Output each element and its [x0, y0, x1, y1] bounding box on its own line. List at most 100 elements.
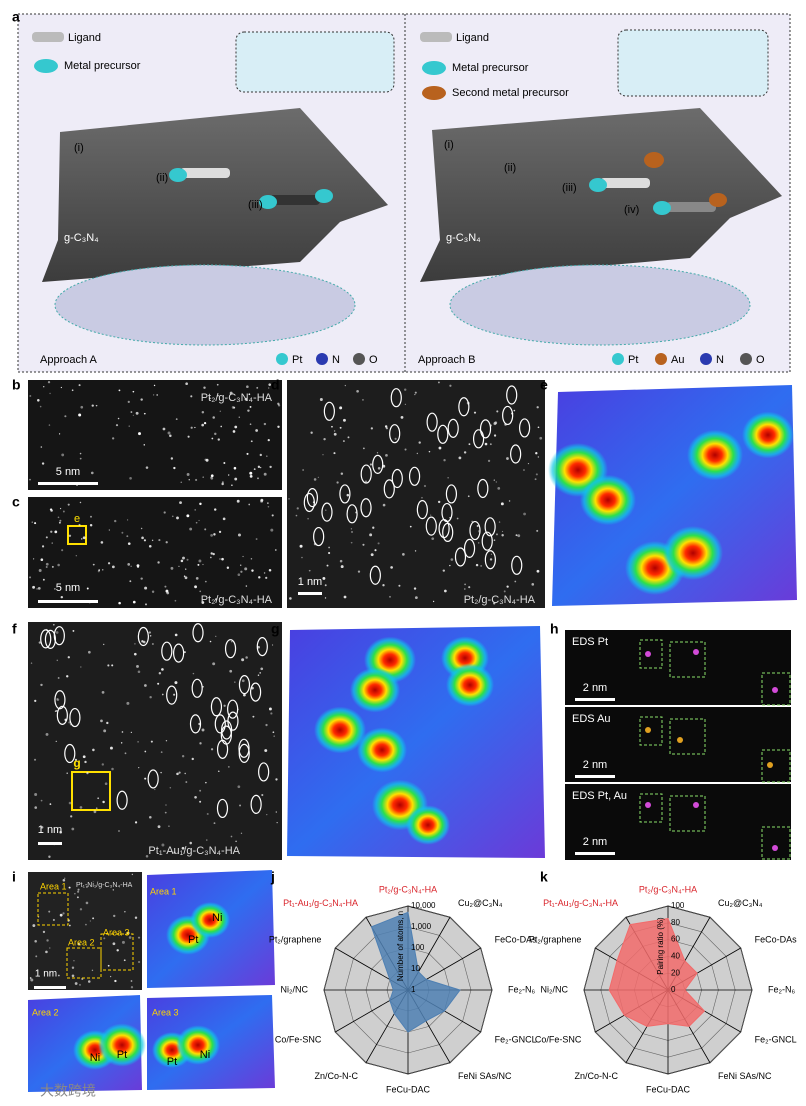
atom-dot	[34, 758, 37, 761]
eds-spot	[693, 649, 699, 655]
atom-dot	[89, 524, 93, 527]
pair-marker	[518, 418, 531, 438]
radar-chart: 1 10 100 1,000 10,000 Number of atoms, n Pt₂/g…	[269, 884, 537, 1094]
atom-dot	[295, 514, 298, 517]
intensity-peak	[580, 474, 636, 526]
pair-marker	[383, 479, 395, 499]
atom-dot	[59, 507, 62, 510]
category-label: Co/Fe-SNC	[535, 1034, 582, 1044]
label: 1 nm	[298, 576, 322, 588]
metal-icon	[422, 61, 446, 75]
label: Ligand	[456, 32, 489, 44]
category-label: Pt₂/graphene	[529, 934, 582, 944]
atom-dot	[400, 415, 404, 419]
atom-dot	[52, 623, 55, 626]
atom-dot	[190, 395, 193, 398]
atom-dot	[213, 822, 216, 825]
atom-dot	[222, 517, 226, 521]
atom-dot	[267, 438, 270, 442]
atom-dot	[149, 695, 152, 699]
atom-dot	[394, 437, 397, 440]
label: Ligand	[68, 32, 101, 44]
atom-dot	[342, 418, 346, 422]
atom-dot	[233, 406, 236, 409]
atom-dot	[67, 656, 70, 659]
label: e	[74, 513, 80, 525]
atom-dot	[101, 691, 105, 694]
atom-dot	[277, 425, 280, 429]
atom-dot	[350, 541, 353, 544]
atom-dot	[234, 425, 238, 429]
pair-marker	[137, 626, 149, 647]
atom-dot	[272, 731, 275, 734]
atom-dot	[302, 469, 304, 471]
atom-dot	[173, 693, 176, 696]
atom-dot	[64, 415, 67, 418]
atom-dot	[442, 569, 445, 572]
atom-dot	[145, 854, 149, 858]
atom-dot	[98, 569, 100, 571]
atom-dot	[199, 800, 202, 803]
atom-dot	[404, 403, 407, 406]
atom-dot	[136, 564, 140, 568]
zoom-box	[71, 771, 111, 811]
atom-dot	[130, 986, 134, 989]
atom-dot	[55, 631, 59, 634]
atom-dot	[259, 672, 262, 674]
atom-dot	[253, 468, 256, 471]
atom-dot	[416, 452, 419, 455]
atom-dot	[165, 740, 168, 742]
atom-dot	[90, 471, 94, 475]
atom-dot	[117, 417, 120, 420]
label: Pt	[117, 1049, 127, 1061]
r-tick-label: 80	[671, 918, 680, 927]
atom-dot	[235, 840, 237, 843]
atom-dot	[336, 481, 339, 484]
atom-dot	[252, 715, 255, 718]
category-label: Pt₂/g-C₃N₄-HA	[379, 884, 437, 894]
atom-dot	[487, 459, 491, 462]
atom-dot	[206, 812, 209, 815]
atom-dot	[167, 431, 171, 435]
label: Pt	[188, 934, 198, 946]
atom-dot	[229, 391, 233, 395]
pair-marker	[438, 518, 450, 539]
r-tick-label: 100	[411, 943, 425, 952]
atom-dot	[40, 826, 44, 829]
atom-dot	[231, 405, 235, 409]
atom-dot	[58, 521, 61, 524]
atom-dot	[467, 495, 470, 498]
atom-dot	[261, 793, 264, 797]
pair-marker	[437, 424, 449, 444]
pair-marker	[510, 444, 522, 464]
atom-dot	[377, 466, 381, 470]
atom-dot	[212, 416, 215, 419]
atom-dot	[240, 564, 242, 566]
label: Metal precursor	[64, 60, 141, 72]
stem-image	[28, 380, 282, 490]
atom-dot	[29, 395, 32, 397]
atom-dot	[269, 465, 272, 469]
atom-dot	[56, 698, 60, 702]
atom-dot	[118, 830, 120, 833]
atom-dot	[299, 544, 303, 548]
atom-dot	[340, 565, 344, 569]
metal-icon	[422, 86, 446, 100]
atom-dot	[210, 534, 213, 537]
atom-dot	[269, 707, 272, 711]
intensity-peak	[663, 526, 723, 580]
atom-dot	[140, 398, 143, 401]
atom-dot	[243, 693, 246, 697]
atom-dot	[169, 787, 172, 789]
atom-dot	[493, 479, 495, 481]
atom-dot	[493, 434, 497, 437]
atom-dot	[339, 406, 343, 410]
atom-dot	[71, 966, 75, 969]
pair-marker	[303, 492, 315, 513]
pair-marker	[346, 504, 358, 524]
radar-chart: 0 20 40 60 80 100 Pairing ratio (%) Pt₂/g-C₃N₄-…	[529, 884, 797, 1094]
label: 2 nm	[583, 682, 607, 694]
region-box	[639, 639, 663, 669]
atom-dot	[157, 682, 160, 685]
scale-bar	[38, 482, 98, 485]
